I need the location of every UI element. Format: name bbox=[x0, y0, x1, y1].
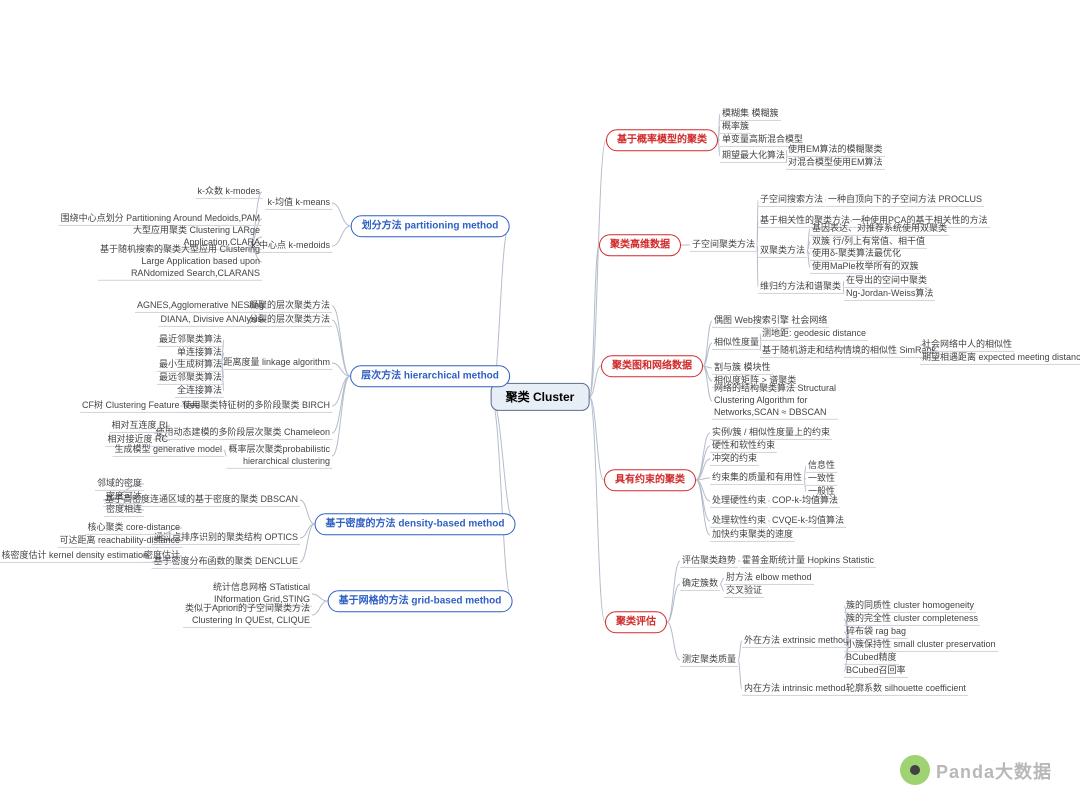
node-c4: 约束集的质量和有用性 bbox=[710, 471, 804, 485]
node-c5: 处理硬性约束 bbox=[710, 494, 768, 508]
node-hop: 霍普金斯统计量 Hopkins Statistic bbox=[740, 554, 876, 568]
node-e3: 测定聚类质量 bbox=[680, 653, 738, 667]
node-intr: 内在方法 intrinsic method bbox=[742, 682, 848, 696]
node-sil: 轮廓系数 silhouette coefficient bbox=[844, 682, 968, 696]
node-simrank: 基于随机游走和结构情境的相似性 SimRank bbox=[760, 344, 938, 358]
node-reach: 可达距离 reachability-distance bbox=[57, 534, 182, 548]
node-constr: 具有约束的聚类 bbox=[604, 469, 696, 491]
node-grid: 基于网格的方法 grid-based method bbox=[328, 590, 513, 612]
node-dens: 基于密度的方法 density-based method bbox=[315, 513, 516, 535]
node-sr2: 期望相遇距离 expected meeting distance bbox=[920, 351, 1080, 365]
node-simm: 相似性度量 bbox=[712, 336, 761, 350]
node-gm: 生成模型 generative model bbox=[112, 443, 224, 457]
node-cv: 交叉验证 bbox=[724, 584, 764, 598]
node-ri: 相对互连度 RI bbox=[109, 419, 170, 433]
node-phc: 概率层次聚类probabilistichierarchical clusteri… bbox=[226, 443, 332, 469]
node-ext: 外在方法 extrinsic method bbox=[742, 634, 850, 648]
node-subsrch: 子空间搜索方法 bbox=[758, 193, 825, 207]
node-birch: 使用聚类特征树的多阶段聚类 BIRCH bbox=[180, 399, 332, 413]
node-hidim: 聚类高维数据 bbox=[599, 234, 681, 256]
node-prob: 基于概率模型的聚类 bbox=[606, 129, 718, 151]
node-em2: 对混合模型使用EM算法 bbox=[786, 156, 885, 170]
node-scan: 网络的结构聚类算法 StructuralClustering Algorithm… bbox=[712, 382, 838, 420]
node-e1: 评估聚类趋势 bbox=[680, 554, 738, 568]
node-bc4: 使用MaPle枚举所有的双簇 bbox=[810, 260, 921, 274]
node-agnes: AGNES,Agglomerative NESting bbox=[135, 299, 266, 313]
node-em: 期望最大化算法 bbox=[720, 149, 787, 163]
node-c7: 加快约束聚类的速度 bbox=[710, 528, 795, 542]
node-dr2: Ng-Jordan-Weiss算法 bbox=[844, 287, 935, 301]
node-c3: 冲突的约束 bbox=[710, 452, 759, 466]
node-hier: 层次方法 hierarchical method bbox=[350, 365, 510, 387]
node-clique: 类似于Apriori的子空间聚类方法Clustering In QUEst, C… bbox=[183, 602, 312, 628]
node-chameleon: 使用动态建模的多阶段层次聚类 Chameleon bbox=[153, 426, 332, 440]
node-c6: 处理软性约束 bbox=[710, 514, 768, 528]
node-dc: 密度相连 bbox=[104, 503, 144, 517]
watermark-logo bbox=[900, 755, 930, 785]
node-proclus: 一种自顶向下的子空间方法 PROCLUS bbox=[826, 193, 984, 207]
node-biclust: 双聚类方法 bbox=[758, 244, 807, 258]
node-cft: CF树 Clustering Feature Tree bbox=[80, 399, 202, 413]
node-e2: 确定簇数 bbox=[680, 577, 720, 591]
node-linkage: 距离度量 linkage algorithm bbox=[221, 356, 332, 370]
node-subsp: 子空间聚类方法 bbox=[690, 238, 757, 252]
node-kmeans: k-均值 k-means bbox=[265, 196, 332, 210]
node-copk: COP-k-均值算法 bbox=[770, 494, 840, 508]
node-root: 聚类 Cluster bbox=[491, 383, 590, 411]
node-clarans: 基于随机搜索的聚类大型应用 ClusteringLarge Applicatio… bbox=[98, 243, 262, 281]
node-geo: 测地距: geodesic distance bbox=[760, 327, 868, 341]
node-part: 划分方法 partitioning method bbox=[351, 215, 510, 237]
node-kmodes: k-众数 k-modes bbox=[195, 185, 262, 199]
node-cvqe: CVQE-k-均值算法 bbox=[770, 514, 846, 528]
node-kde: 核密度估计 kernel density estimation bbox=[0, 549, 150, 563]
node-dimred: 维归约方法和谱聚类 bbox=[758, 280, 843, 294]
node-bcr: BCubed召回率 bbox=[844, 664, 908, 678]
node-diana: DIANA, Divisive ANAlysisi bbox=[158, 313, 266, 327]
node-eval: 聚类评估 bbox=[605, 611, 667, 633]
node-cl: 全连接算法 bbox=[175, 384, 224, 398]
node-graph: 聚类图和网络数据 bbox=[601, 355, 703, 377]
watermark-text: Panda大数据 bbox=[936, 758, 1052, 784]
